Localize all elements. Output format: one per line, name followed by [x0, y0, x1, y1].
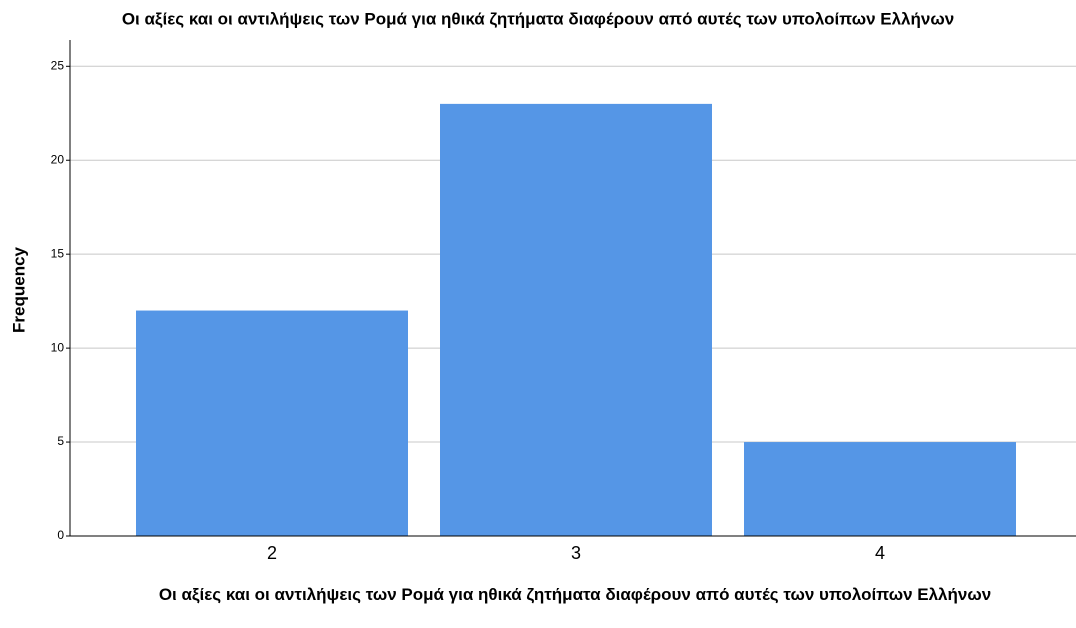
bar [136, 310, 408, 536]
x-tick-label: 3 [571, 543, 581, 563]
y-tick-label: 10 [51, 340, 65, 354]
x-axis-title: Οι αξίες και οι αντιλήψεις των Ρομά για … [158, 585, 992, 604]
x-tick-label: 2 [267, 543, 277, 563]
bar [440, 103, 712, 536]
y-tick-label: 20 [51, 152, 65, 166]
y-axis-title: Frequency [9, 246, 28, 333]
chart-title: Οι αξίες και οι αντιλήψεις των Ρομά για … [122, 9, 954, 28]
x-tick-label: 4 [875, 543, 885, 563]
y-tick-label: 0 [57, 528, 64, 542]
y-tick-label: 15 [51, 246, 65, 260]
y-tick-label: 25 [51, 58, 65, 72]
bar [744, 442, 1016, 536]
y-tick-label: 5 [57, 434, 64, 448]
